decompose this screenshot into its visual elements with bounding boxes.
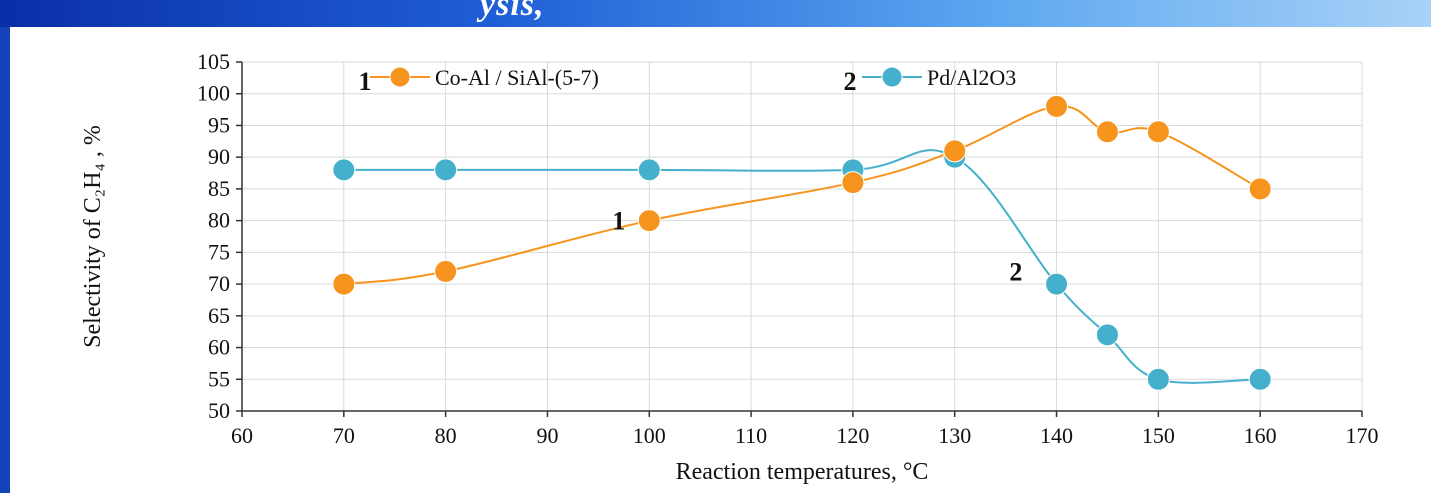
- x-tick-label: 130: [938, 423, 971, 448]
- x-tick-label: 140: [1040, 423, 1073, 448]
- y-tick-label: 100: [197, 81, 230, 106]
- legend-label-2: Pd/Al2O3: [927, 65, 1016, 90]
- series-line-1: [343, 105, 1261, 286]
- x-tick-labels: 60 70 80 90 100 110 120 130 140 150 160 170: [231, 423, 1379, 448]
- axes: [236, 61, 1363, 417]
- x-tick-label: 90: [536, 423, 558, 448]
- x-tick-label: 120: [836, 423, 869, 448]
- header-band: ysis,: [0, 0, 1431, 27]
- x-tick-label: 60: [231, 423, 253, 448]
- legend-label-1: Co-Al / SiAl-(5-7): [435, 65, 599, 90]
- series-line-2: [343, 149, 1261, 384]
- header-partial-title: ysis,: [480, 0, 545, 23]
- legend-number-1: 1: [359, 67, 372, 96]
- series-number-label: 1: [612, 207, 625, 236]
- x-tick-label: 160: [1244, 423, 1277, 448]
- series-2-point: [1045, 272, 1069, 296]
- legend: 1 Co-Al / SiAl-(5-7) 2 Pd/Al2O3: [359, 65, 1017, 96]
- x-tick-label: 110: [735, 423, 767, 448]
- series-1-point: [332, 272, 356, 296]
- x-tick-label: 70: [333, 423, 355, 448]
- annotation-layer: 12: [612, 207, 1022, 287]
- series-2-point: [332, 158, 356, 182]
- x-tick-label: 80: [435, 423, 457, 448]
- y-tick-label: 90: [208, 144, 230, 169]
- y-tick-label: 80: [208, 208, 230, 233]
- series-layer: [332, 94, 1272, 391]
- series-2-point: [1095, 323, 1119, 347]
- x-tick-label: 150: [1142, 423, 1175, 448]
- series-1-point: [637, 209, 661, 233]
- y-tick-label: 60: [208, 335, 230, 360]
- y-tick-labels: 50 55 60 65 70 75 80 85 90 95 100 105: [197, 49, 230, 423]
- legend-marker-1: [389, 66, 411, 88]
- y-tick-label: 65: [208, 303, 230, 328]
- series-1-point: [1146, 120, 1170, 144]
- series-1-point: [1095, 120, 1119, 144]
- series-1-point: [1045, 94, 1069, 118]
- y-axis-title: Selectivity of C₂H₄ , %: [80, 125, 106, 348]
- series-2-point: [434, 158, 458, 182]
- series-2-point: [637, 158, 661, 182]
- series-2-point: [1146, 367, 1170, 391]
- series-number-label: 2: [1009, 257, 1022, 286]
- legend-marker-2: [881, 66, 903, 88]
- x-tick-label: 100: [633, 423, 666, 448]
- y-tick-label: 70: [208, 271, 230, 296]
- series-1-point: [1248, 177, 1272, 201]
- series-1-point: [434, 259, 458, 283]
- left-edge-decor: [0, 27, 10, 493]
- series-2-point: [1248, 367, 1272, 391]
- y-tick-label: 85: [208, 176, 230, 201]
- y-tick-label: 50: [208, 398, 230, 423]
- series-1-point: [841, 171, 865, 195]
- chart-panel: 50 55 60 65 70 75 80 85 90 95 100 105 60 70 80 90 100 11…: [10, 27, 1431, 493]
- y-tick-label: 95: [208, 112, 230, 137]
- x-axis-title: Reaction temperatures, °C: [676, 459, 929, 485]
- y-tick-label: 75: [208, 239, 230, 264]
- legend-number-2: 2: [844, 67, 857, 96]
- series-1-point: [943, 139, 967, 163]
- x-tick-label: 170: [1346, 423, 1379, 448]
- y-tick-label: 55: [208, 366, 230, 391]
- grid-lines: [241, 61, 1363, 412]
- y-tick-label: 105: [197, 49, 230, 74]
